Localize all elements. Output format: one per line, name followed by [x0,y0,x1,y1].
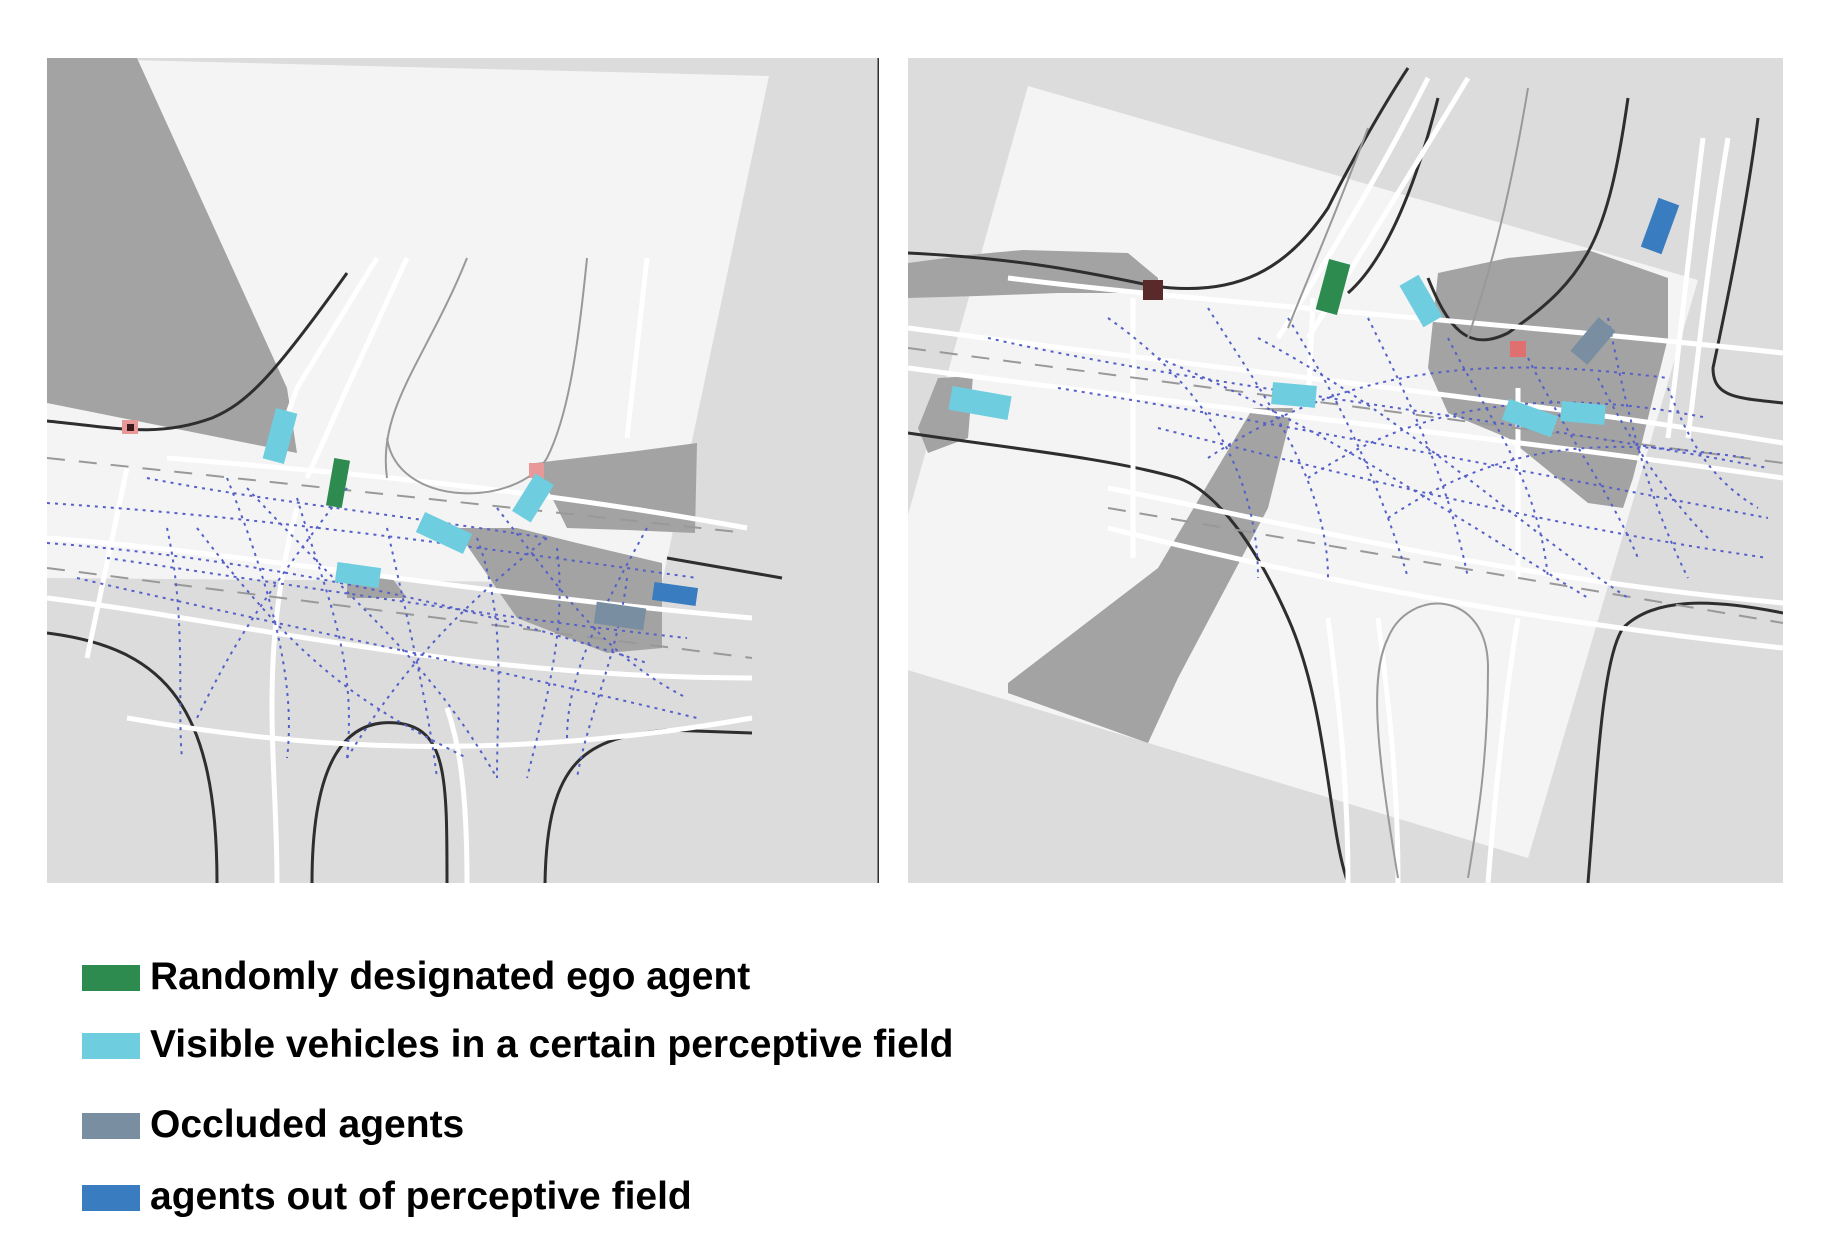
lane-markings [908,76,1783,883]
perceptive-field [47,58,769,583]
predicted-trajectories [987,307,1769,599]
legend-swatch-visible [82,1033,140,1059]
legend-label-occluded: Occluded agents [150,1103,465,1146]
occlusion-shadow [47,58,297,453]
predicted-trajectories [47,477,698,779]
legend-swatch-out-of-field [82,1185,140,1211]
scene-left-panel [47,58,879,883]
legend-label-visible: Visible vehicles in a certain perceptive… [150,1023,954,1066]
visible-vehicle [262,408,298,464]
traffic-light-marker [1143,280,1163,300]
scene-right-map [908,58,1783,883]
occlusion-shadow [1008,408,1293,743]
visible-vehicle [1560,401,1606,425]
ego-agent [325,457,351,509]
visible-vehicle [1399,274,1443,328]
visible-vehicle [948,385,1012,421]
lane-centerlines [908,87,1783,879]
occluded-agent [1570,317,1616,365]
out-of-field-agent [1640,197,1680,255]
legend-swatch-occluded [82,1113,140,1139]
visible-vehicle [1271,382,1317,408]
visible-vehicle [334,562,382,588]
out-of-field-agent [651,582,699,606]
visible-vehicle [415,512,473,554]
scene-left-map [47,58,879,883]
occluded-agent [593,601,647,631]
lane-markings [47,256,753,883]
legend-swatch-ego [82,965,140,991]
occlusion-shadow [1428,250,1668,508]
traffic-light-marker [127,424,134,431]
scene-right-panel [908,58,1783,883]
ego-agent [1315,259,1351,315]
legend-label-ego: Randomly designated ego agent [150,955,751,998]
visible-vehicle [1501,398,1559,438]
visible-vehicle [512,473,554,523]
traffic-light-marker [1510,341,1526,357]
traffic-light-marker [529,463,544,478]
lane-centerlines [47,257,753,659]
legend-label-out-of-field: agents out of perceptive field [150,1175,692,1218]
